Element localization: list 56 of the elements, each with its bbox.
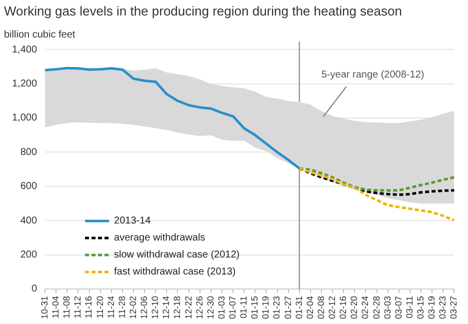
x-tick-label: 11-20: [94, 296, 105, 318]
x-tick-label: 01-31: [294, 296, 304, 320]
y-tick-label: 0: [31, 284, 38, 295]
x-tick-label: 03-11: [404, 296, 414, 318]
y-tick-label: 1,000: [12, 112, 38, 124]
x-tick-label: 01-11: [238, 296, 249, 318]
x-tick-label: 03-15: [416, 296, 426, 320]
x-tick-label: 10-31: [40, 296, 50, 320]
x-tick-label: 01-07: [228, 296, 238, 320]
x-tick-label: 11-16: [84, 296, 94, 318]
x-tick-label: 12-18: [172, 296, 182, 320]
y-tick-label: 400: [20, 215, 38, 226]
x-tick-label: 12-02: [128, 296, 138, 320]
x-tick-label: 11-28: [116, 296, 127, 318]
x-tick-label: 01-23: [272, 296, 282, 320]
x-tick-label: 02-08: [316, 296, 326, 320]
x-tick-label: 01-03: [216, 296, 226, 320]
legend-label: fast withdrawal case (2013): [114, 266, 236, 278]
x-tick-label: 01-15: [250, 296, 260, 320]
x-tick-label: 01-19: [260, 296, 271, 320]
x-tick-label: 03-03: [382, 296, 392, 320]
x-tick-label: 02-12: [327, 296, 338, 320]
legend-label: slow withdrawal case (2012): [114, 250, 240, 261]
x-tick-label: 02-16: [338, 296, 348, 320]
x-tick-label: 02-28: [371, 296, 382, 320]
chart-title: Working gas levels in the producing region during the heating season: [4, 3, 402, 18]
legend-label: average withdrawals: [114, 232, 206, 244]
x-tick-label: 02-24: [360, 296, 370, 320]
x-tick-label: 03-19: [426, 296, 437, 320]
y-tick-label: 1,200: [12, 78, 38, 90]
x-tick-label: 11-24: [106, 296, 116, 318]
x-tick-label: 12-10: [150, 296, 160, 320]
x-tick-label: 12-22: [183, 296, 194, 320]
y-tick-label: 600: [20, 181, 38, 192]
x-tick-label: 02-20: [349, 296, 360, 320]
y-tick-label: 200: [20, 250, 38, 261]
x-tick-label: 12-26: [194, 296, 204, 320]
x-tick-label: 11-08: [62, 296, 72, 318]
y-tick-label: 800: [20, 146, 38, 158]
line-series: [298, 167, 456, 222]
x-tick-label: 01-27: [282, 296, 293, 320]
y-tick-label: 1,400: [12, 44, 38, 56]
line-series: [298, 167, 456, 196]
x-tick-label: 12-30: [205, 296, 216, 320]
x-tick-label: 11-04: [50, 296, 61, 318]
line-series: [298, 167, 456, 192]
x-tick-label: 11-12: [72, 296, 83, 318]
x-tick-label: 03-07: [393, 296, 404, 320]
x-tick-label: 12-06: [139, 296, 150, 320]
legend-label: 2013-14: [114, 216, 152, 227]
y-axis-title: billion cubic feet: [4, 29, 76, 40]
x-tick-label: 12-14: [161, 296, 172, 320]
annotation: 5-year range (2008-12): [321, 69, 424, 80]
x-tick-label: 03-27: [448, 296, 459, 320]
x-tick-label: 03-23: [438, 296, 448, 320]
x-tick-label: 02-04: [304, 296, 315, 320]
